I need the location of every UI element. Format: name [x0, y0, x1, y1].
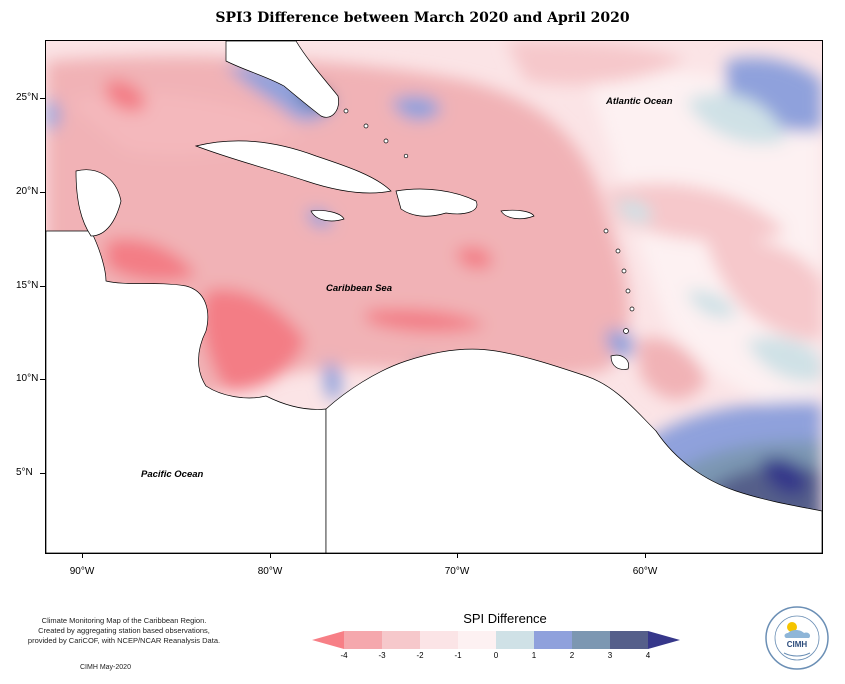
legend-tick: -3	[378, 651, 386, 660]
sun-icon	[787, 622, 797, 632]
credit-line: Created by aggregating station based obs…	[38, 626, 210, 635]
lat-tick	[40, 192, 45, 193]
lat-label-20n: 20°N	[16, 186, 39, 197]
legend-tick: -1	[454, 651, 462, 660]
lat-label-25n: 25°N	[16, 92, 39, 103]
legend-swatch	[312, 631, 344, 649]
landmasses	[46, 41, 822, 553]
legend-swatch	[496, 631, 534, 649]
lon-tick	[645, 553, 646, 558]
legend-tick: -2	[416, 651, 424, 660]
legend-swatch	[572, 631, 610, 649]
lat-tick	[40, 473, 45, 474]
legend-swatch	[344, 631, 382, 649]
legend-swatch	[420, 631, 458, 649]
lon-label-70w: 70°W	[444, 566, 470, 577]
lat-label-10n: 10°N	[16, 373, 39, 384]
legend-swatch	[458, 631, 496, 649]
map-credit: Climate Monitoring Map of the Caribbean …	[14, 616, 234, 646]
legend-title: SPI Difference	[463, 611, 547, 626]
lat-tick	[40, 98, 45, 99]
lat-tick	[40, 379, 45, 380]
lon-tick	[82, 553, 83, 558]
lon-tick	[270, 553, 271, 558]
logo-text: CIMH	[787, 640, 808, 649]
spi-difference-map: Atlantic Ocean Caribbean Sea Pacific Oce…	[46, 41, 822, 553]
legend-swatch	[534, 631, 572, 649]
legend-swatch	[610, 631, 648, 649]
legend-colorbar	[312, 631, 680, 649]
lon-label-80w: 80°W	[257, 566, 283, 577]
cimh-logo: CIMH	[765, 606, 829, 670]
legend-tick: 0	[493, 651, 499, 660]
legend-tick: 2	[569, 651, 575, 660]
credit-date: CIMH May-2020	[80, 664, 131, 671]
pacific-ocean-label: Pacific Ocean	[141, 469, 204, 480]
lat-label-5n: 5°N	[16, 467, 33, 478]
credit-line: Climate Monitoring Map of the Caribbean …	[41, 616, 207, 625]
legend-tick: 1	[531, 651, 537, 660]
lat-tick	[40, 286, 45, 287]
lon-label-60w: 60°W	[632, 566, 658, 577]
atlantic-ocean-label: Atlantic Ocean	[605, 96, 673, 107]
legend-tick: -4	[340, 651, 348, 660]
legend-swatch	[648, 631, 680, 649]
lon-label-90w: 90°W	[69, 566, 95, 577]
legend-tick: 3	[607, 651, 613, 660]
map-title: SPI3 Difference between March 2020 and A…	[215, 10, 630, 26]
cloud-icon	[784, 630, 811, 638]
map-panel[interactable]: Atlantic Ocean Caribbean Sea Pacific Oce…	[45, 40, 823, 554]
caribbean-sea-label: Caribbean Sea	[326, 283, 392, 294]
credit-line: provided by CariCOF, with NCEP/NCAR Rean…	[27, 636, 221, 645]
legend-swatch	[382, 631, 420, 649]
legend-tick: 4	[645, 651, 651, 660]
lat-label-15n: 15°N	[16, 280, 39, 291]
lon-tick	[457, 553, 458, 558]
